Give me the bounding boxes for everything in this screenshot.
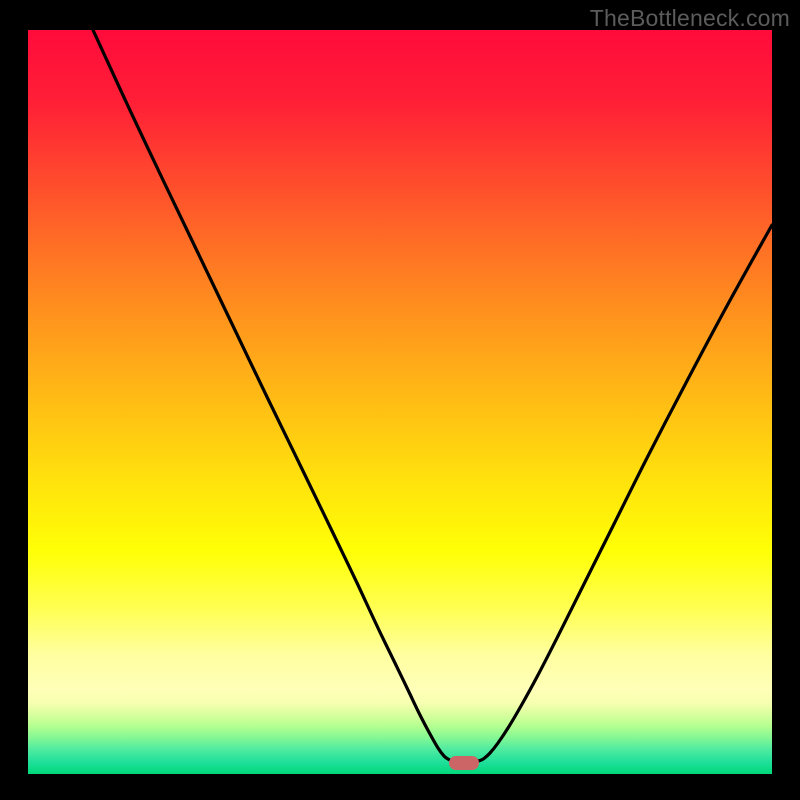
watermark-text: TheBottleneck.com bbox=[590, 5, 790, 32]
plot-frame bbox=[0, 0, 800, 800]
